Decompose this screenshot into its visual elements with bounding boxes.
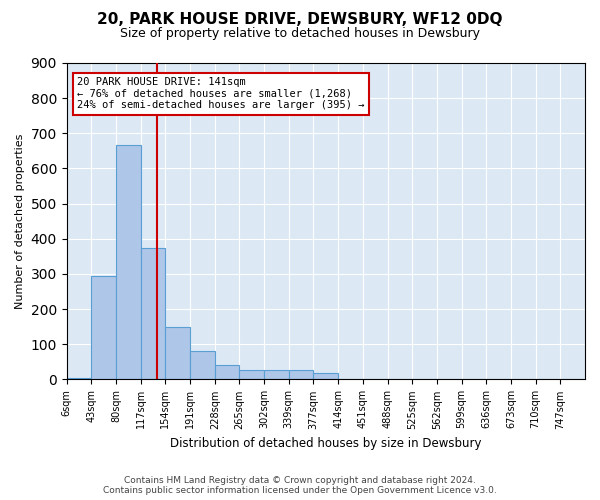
Bar (313, 373, 338, 380)
Bar (116, 144, 141, 380)
Text: Contains HM Land Registry data © Crown copyright and database right 2024.
Contai: Contains HM Land Registry data © Crown c… (103, 476, 497, 495)
Bar (190, 352, 215, 380)
Bar (141, 248, 166, 380)
Bar (215, 366, 239, 380)
Bar (91, 276, 116, 380)
Bar (264, 370, 289, 380)
Bar (166, 326, 190, 380)
Text: 20, PARK HOUSE DRIVE, DEWSBURY, WF12 0DQ: 20, PARK HOUSE DRIVE, DEWSBURY, WF12 0DQ (97, 12, 503, 28)
Bar (289, 370, 313, 380)
Text: 20 PARK HOUSE DRIVE: 141sqm
← 76% of detached houses are smaller (1,268)
24% of : 20 PARK HOUSE DRIVE: 141sqm ← 76% of det… (77, 77, 365, 110)
X-axis label: Distribution of detached houses by size in Dewsbury: Distribution of detached houses by size … (170, 437, 482, 450)
Y-axis label: Number of detached properties: Number of detached properties (15, 134, 25, 309)
Bar (67, 378, 91, 380)
Text: Size of property relative to detached houses in Dewsbury: Size of property relative to detached ho… (120, 28, 480, 40)
Bar (239, 370, 264, 380)
